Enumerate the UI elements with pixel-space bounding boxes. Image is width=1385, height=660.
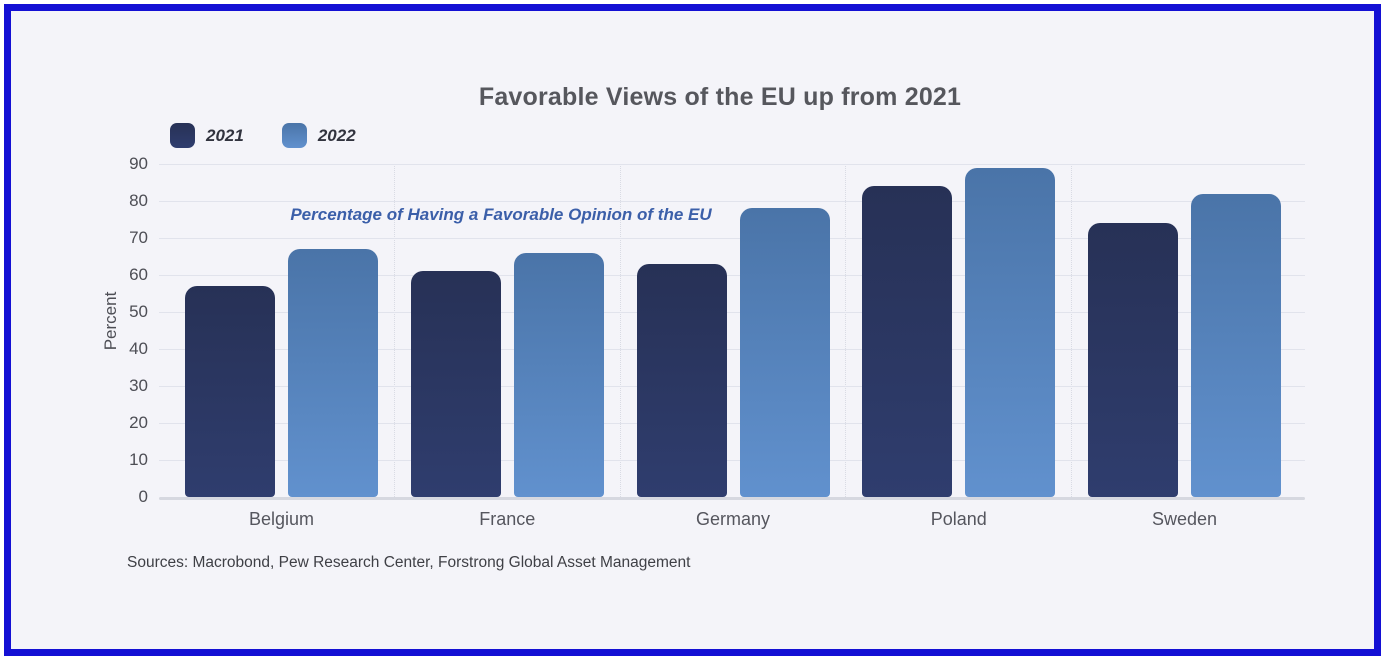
legend-item-2021: 2021 xyxy=(170,123,244,148)
y-tick-label-30: 30 xyxy=(129,375,148,395)
bar-france-2021 xyxy=(410,271,501,497)
y-tick-labels: 0 10 20 30 40 50 60 70 80 90 xyxy=(106,154,148,506)
gridline-70 xyxy=(159,237,1305,239)
category-separators xyxy=(169,164,1297,497)
gridline-30 xyxy=(159,386,1305,387)
x-axis-labels: Belgium France Germany Poland Sweden xyxy=(169,509,1297,530)
x-axis-label-poland: Poland xyxy=(930,509,987,529)
chart-card: Favorable Views of the EU up from 2021 2… xyxy=(4,4,1381,656)
y-tick-label-40: 40 xyxy=(129,339,148,358)
y-tick-label-50: 50 xyxy=(129,301,148,321)
bar-group-france xyxy=(410,164,604,497)
gridline-90 xyxy=(159,164,1305,165)
category-separator-cell xyxy=(621,164,847,497)
bar-group-belgium xyxy=(185,164,378,497)
legend-label-2021: 2021 xyxy=(206,125,244,145)
bar-belgium-2021 xyxy=(185,286,275,497)
plot-area xyxy=(159,164,1305,500)
y-tick-label-0: 0 xyxy=(138,487,148,506)
chart-title: Favorable Views of the EU up from 2021 xyxy=(478,83,962,111)
bar-group-sweden xyxy=(1088,164,1281,497)
bar-germany-2021 xyxy=(636,263,727,497)
bar-sweden-2021 xyxy=(1088,223,1178,497)
gridline-50 xyxy=(159,311,1305,313)
y-tick-label-80: 80 xyxy=(129,190,148,210)
category-separator-cell xyxy=(395,164,621,497)
category-separator-cell xyxy=(169,164,395,497)
bar-group-germany xyxy=(636,164,830,497)
x-axis-label-france: France xyxy=(479,509,536,529)
y-tick-label-10: 10 xyxy=(129,449,148,469)
y-tick-label-70: 70 xyxy=(129,227,148,247)
gridline-40 xyxy=(159,349,1305,350)
legend-item-2022: 2022 xyxy=(281,123,356,148)
legend: 2021 2022 xyxy=(170,123,356,148)
legend-label-2022: 2022 xyxy=(317,125,356,145)
bar-belgium-2022 xyxy=(288,249,378,497)
bar-poland-2021 xyxy=(862,186,953,497)
x-axis-label-germany: Germany xyxy=(695,509,771,529)
legend-swatch-2021 xyxy=(170,123,195,148)
gridline-80 xyxy=(159,200,1305,202)
x-axis-label-sweden: Sweden xyxy=(1151,509,1218,529)
gridline-60 xyxy=(159,275,1305,276)
legend-swatch-2022 xyxy=(281,123,307,148)
y-tick-label-60: 60 xyxy=(129,264,148,284)
x-axis-line xyxy=(159,497,1305,500)
x-axis-label-belgium: Belgium xyxy=(248,509,315,529)
chart-annotation: Percentage of Having a Favorable Opinion… xyxy=(290,205,712,224)
bars-row xyxy=(169,164,1297,497)
gridline-20 xyxy=(159,423,1305,424)
gridline-10 xyxy=(159,459,1305,461)
y-tick-label-90: 90 xyxy=(129,154,148,173)
bar-poland-2022 xyxy=(965,167,1056,497)
category-separator-cell xyxy=(846,164,1073,497)
bar-germany-2022 xyxy=(739,208,830,497)
sources-text: Sources: Macrobond, Pew Research Center,… xyxy=(127,554,691,571)
bar-sweden-2022 xyxy=(1191,193,1281,497)
y-tick-label-20: 20 xyxy=(129,413,148,432)
bar-france-2022 xyxy=(513,252,604,497)
bar-group-poland xyxy=(862,164,1056,497)
